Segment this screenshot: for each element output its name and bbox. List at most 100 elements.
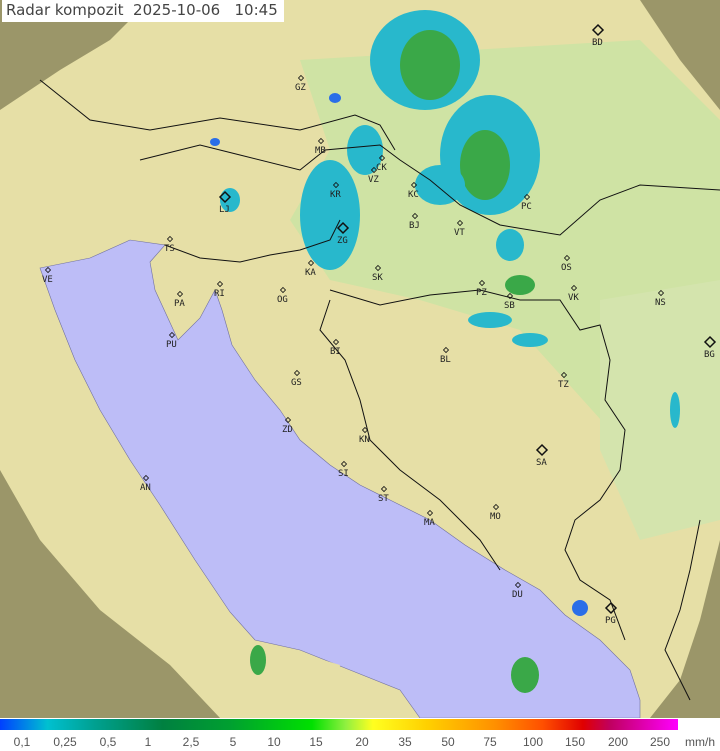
city-marker-icon — [514, 581, 522, 589]
city-label: MB — [315, 146, 326, 156]
city-marker-icon — [591, 23, 605, 37]
city-zg: ZG — [336, 221, 350, 246]
city-label: SA — [536, 458, 547, 468]
legend-label: 10 — [267, 735, 281, 749]
city-mo: MO — [490, 503, 501, 522]
city-label: ST — [378, 494, 389, 504]
city-marker-icon — [279, 286, 287, 294]
legend-label: 2,5 — [182, 735, 200, 749]
city-marker-icon — [478, 279, 486, 287]
city-marker-icon — [378, 154, 386, 162]
city-pc: PC — [521, 193, 532, 212]
city-mb: MB — [315, 137, 326, 156]
city-sa: SA — [535, 443, 549, 468]
precipitation-color-scale — [0, 719, 678, 730]
radar-echoes — [210, 10, 680, 693]
city-marker-icon — [370, 166, 378, 174]
city-label: SK — [372, 273, 383, 283]
city-label: RI — [214, 289, 225, 299]
legend-unit: mm/h — [685, 735, 715, 749]
city-marker-icon — [563, 254, 571, 262]
city-kc: KC — [408, 181, 419, 200]
legend-label: 150 — [564, 735, 586, 749]
city-marker-icon — [506, 292, 514, 300]
city-marker-icon — [456, 219, 464, 227]
city-ri: RI — [214, 280, 225, 299]
city-marker-icon — [297, 74, 305, 82]
city-marker-icon — [340, 460, 348, 468]
legend-label: 50 — [441, 735, 455, 749]
city-label: PU — [166, 340, 177, 350]
city-st: ST — [378, 485, 389, 504]
city-pu: PU — [166, 331, 177, 350]
city-label: PZ — [476, 288, 487, 298]
city-label: MA — [424, 518, 435, 528]
legend-label: 1 — [144, 735, 152, 749]
city-marker-icon — [307, 259, 315, 267]
city-label: DU — [512, 590, 523, 600]
city-label: KR — [330, 190, 341, 200]
city-marker-icon — [361, 426, 369, 434]
city-os: OS — [561, 254, 572, 273]
city-vz: VZ — [368, 166, 379, 185]
legend-label: 200 — [607, 735, 629, 749]
city-marker-icon — [442, 346, 450, 354]
city-marker-icon — [535, 443, 549, 457]
city-label: TZ — [558, 380, 569, 390]
city-ma: MA — [424, 509, 435, 528]
city-marker-icon — [380, 485, 388, 493]
city-pz: PZ — [476, 279, 487, 298]
city-marker-icon — [523, 193, 531, 201]
city-vt: VT — [454, 219, 465, 238]
city-label: PC — [521, 202, 532, 212]
city-label: MO — [490, 512, 501, 522]
city-kr: KR — [330, 181, 341, 200]
city-si: SI — [338, 460, 349, 479]
city-gs: GS — [291, 369, 302, 388]
city-label: KN — [359, 435, 370, 445]
city-label: TS — [164, 244, 175, 254]
city-marker-icon — [657, 289, 665, 297]
city-label: VK — [568, 293, 579, 303]
city-du: DU — [512, 581, 523, 600]
city-label: KC — [408, 190, 419, 200]
city-marker-icon — [426, 509, 434, 517]
city-kn: KN — [359, 426, 370, 445]
radar-map[interactable]: GZ BD MB CK VZ KR KC PC LJ ZG BJ VT TS KA SK OS VE RI PA OG… — [0, 0, 720, 718]
city-marker-icon — [411, 212, 419, 220]
city-marker-icon — [284, 416, 292, 424]
city-marker-icon — [44, 266, 52, 274]
plains-south — [600, 280, 720, 540]
city-gz: GZ — [295, 74, 306, 93]
city-marker-icon — [293, 369, 301, 377]
city-label: ZG — [337, 236, 348, 246]
city-vk: VK — [568, 284, 579, 303]
city-bg: BG — [703, 335, 717, 360]
city-marker-icon — [410, 181, 418, 189]
city-marker-icon — [604, 601, 618, 615]
legend-label: 100 — [522, 735, 544, 749]
city-label: AN — [140, 483, 151, 493]
city-marker-icon — [492, 503, 500, 511]
city-ve: VE — [42, 266, 53, 285]
city-ts: TS — [164, 235, 175, 254]
city-ka: KA — [305, 259, 316, 278]
city-label: KA — [305, 268, 316, 278]
city-ns: NS — [655, 289, 666, 308]
city-bj: BJ — [409, 212, 420, 231]
city-marker-icon — [374, 264, 382, 272]
city-label: VT — [454, 228, 465, 238]
city-label: ZD — [282, 425, 293, 435]
city-marker-icon — [218, 190, 232, 204]
city-tz: TZ — [558, 371, 569, 390]
city-og: OG — [277, 286, 288, 305]
legend-label: 20 — [355, 735, 369, 749]
city-label: SB — [504, 301, 515, 311]
city-label: BJ — [409, 221, 420, 231]
city-marker-icon — [317, 137, 325, 145]
city-label: PG — [605, 616, 616, 626]
city-zd: ZD — [282, 416, 293, 435]
city-label: LJ — [219, 205, 230, 215]
legend-label: 250 — [649, 735, 671, 749]
city-label: BG — [704, 350, 715, 360]
